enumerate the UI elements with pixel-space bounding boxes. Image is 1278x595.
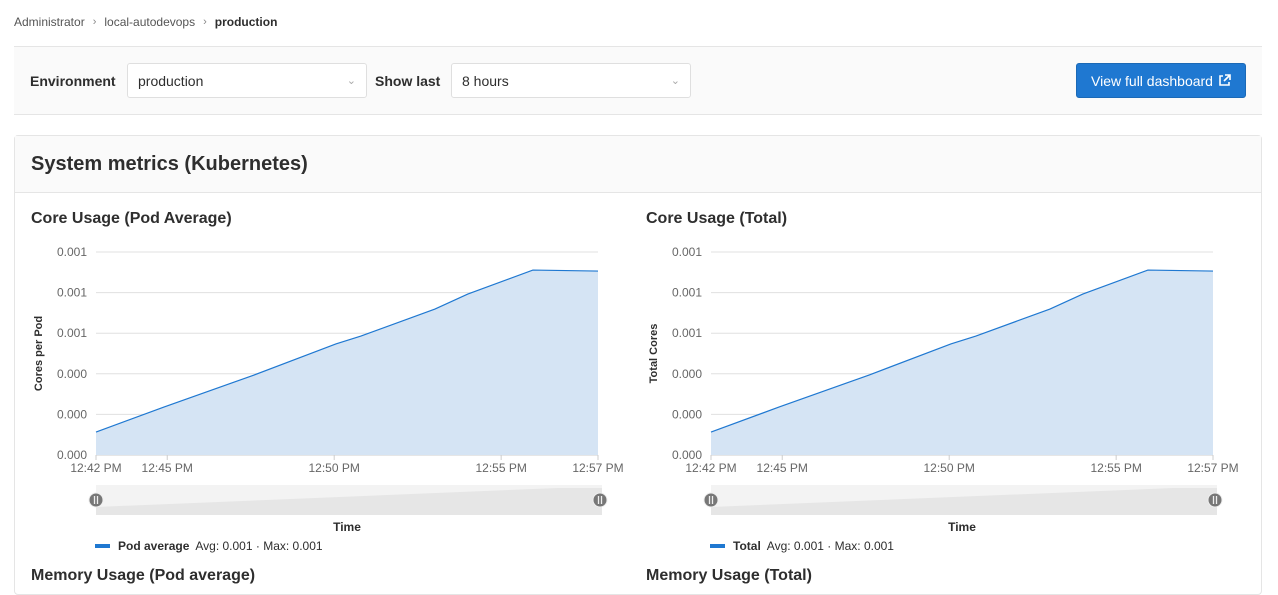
chart-title: Memory Usage (Total) — [646, 567, 812, 584]
chevron-right-icon: › — [203, 16, 207, 28]
chevron-down-icon: ⌄ — [346, 75, 356, 87]
chevron-down-icon: ⌄ — [670, 75, 680, 87]
y-tick-label: 0.000 — [57, 407, 87, 421]
breadcrumb-current[interactable]: production — [214, 15, 278, 29]
environment-dropdown[interactable]: production ⌄ — [127, 63, 367, 98]
legend-series-name: Pod average — [118, 539, 190, 553]
legend-summary: Avg: 0.001 · Max: 0.001 — [767, 539, 895, 553]
x-tick-label: 12:42 PM — [70, 461, 121, 475]
breadcrumb-item[interactable]: local-autodevops — [104, 15, 196, 29]
legend-swatch — [710, 544, 725, 548]
legend-item: Total Avg: 0.001 · Max: 0.001 — [733, 539, 894, 553]
view-full-dashboard-label: View full dashboard — [1091, 72, 1213, 89]
x-axis-title: Time — [948, 520, 976, 534]
y-tick-label: 0.001 — [672, 326, 702, 340]
y-tick-label: 0.000 — [672, 407, 702, 421]
zoom-slider-handle[interactable] — [88, 492, 104, 508]
y-tick-label: 0.000 — [672, 367, 702, 381]
chart-title: Core Usage (Total) — [646, 210, 788, 227]
show-last-dropdown[interactable]: 8 hours ⌄ — [451, 63, 691, 98]
y-tick-label: 0.001 — [672, 286, 702, 300]
legend-summary: Avg: 0.001 · Max: 0.001 — [195, 539, 323, 553]
environment-value: production — [138, 72, 204, 89]
y-tick-label: 0.001 — [57, 286, 87, 300]
legend-item: Pod average Avg: 0.001 · Max: 0.001 — [118, 539, 323, 553]
area-fill — [711, 270, 1213, 455]
chart-title: Core Usage (Pod Average) — [31, 210, 232, 227]
x-tick-label: 12:50 PM — [309, 461, 360, 475]
x-tick-label: 12:42 PM — [685, 461, 736, 475]
x-tick-label: 12:55 PM — [1090, 461, 1141, 475]
chevron-right-icon: › — [92, 16, 97, 28]
y-tick-label: 0.000 — [57, 448, 87, 462]
area-fill — [96, 270, 598, 455]
zoom-slider-handle[interactable] — [1207, 492, 1223, 508]
y-tick-label: 0.001 — [672, 245, 702, 259]
zoom-slider-preview — [711, 488, 1217, 515]
x-tick-label: 12:57 PM — [1187, 461, 1238, 475]
y-axis-title: Total Cores — [648, 324, 660, 384]
section-title: System metrics (Kubernetes) — [31, 153, 308, 175]
x-tick-label: 12:57 PM — [572, 461, 623, 475]
show-last-value: 8 hours — [462, 72, 509, 89]
zoom-slider-preview — [96, 488, 602, 515]
y-tick-label: 0.001 — [57, 326, 87, 340]
series-line — [95, 269, 599, 433]
core-usage-total-chart: 0.000 0.000 0.000 0.001 0.001 0.001 Total Core… — [648, 245, 1239, 553]
x-tick-label: 12:45 PM — [142, 461, 193, 475]
environment-label: Environment — [30, 73, 116, 89]
card-header — [15, 136, 1261, 193]
series-line — [710, 269, 1214, 433]
legend-swatch — [95, 544, 110, 548]
legend-series-name: Total — [733, 539, 761, 553]
y-tick-label: 0.000 — [672, 448, 702, 462]
external-link-icon — [1219, 74, 1231, 86]
view-full-dashboard-button[interactable]: View full dashboard — [1076, 63, 1246, 98]
zoom-slider-handle[interactable] — [592, 492, 608, 508]
y-axis-title: Cores per Pod — [33, 316, 45, 391]
x-tick-label: 12:45 PM — [757, 461, 808, 475]
y-tick-label: 0.001 — [57, 245, 87, 259]
zoom-slider-handle[interactable] — [703, 492, 719, 508]
show-last-label: Show last — [375, 73, 441, 89]
chart-title: Memory Usage (Pod average) — [31, 567, 256, 584]
x-tick-label: 12:55 PM — [475, 461, 526, 475]
breadcrumb-item[interactable]: Administrator — [14, 15, 85, 29]
y-tick-label: 0.000 — [57, 367, 87, 381]
core-usage-pod-average-chart: 0.000 0.000 0.000 0.001 0.001 0.001 Cores per … — [33, 245, 624, 553]
x-axis-title: Time — [333, 520, 361, 534]
x-tick-label: 12:50 PM — [924, 461, 975, 475]
breadcrumb: Administrator › local-autodevops › produ… — [14, 15, 277, 29]
